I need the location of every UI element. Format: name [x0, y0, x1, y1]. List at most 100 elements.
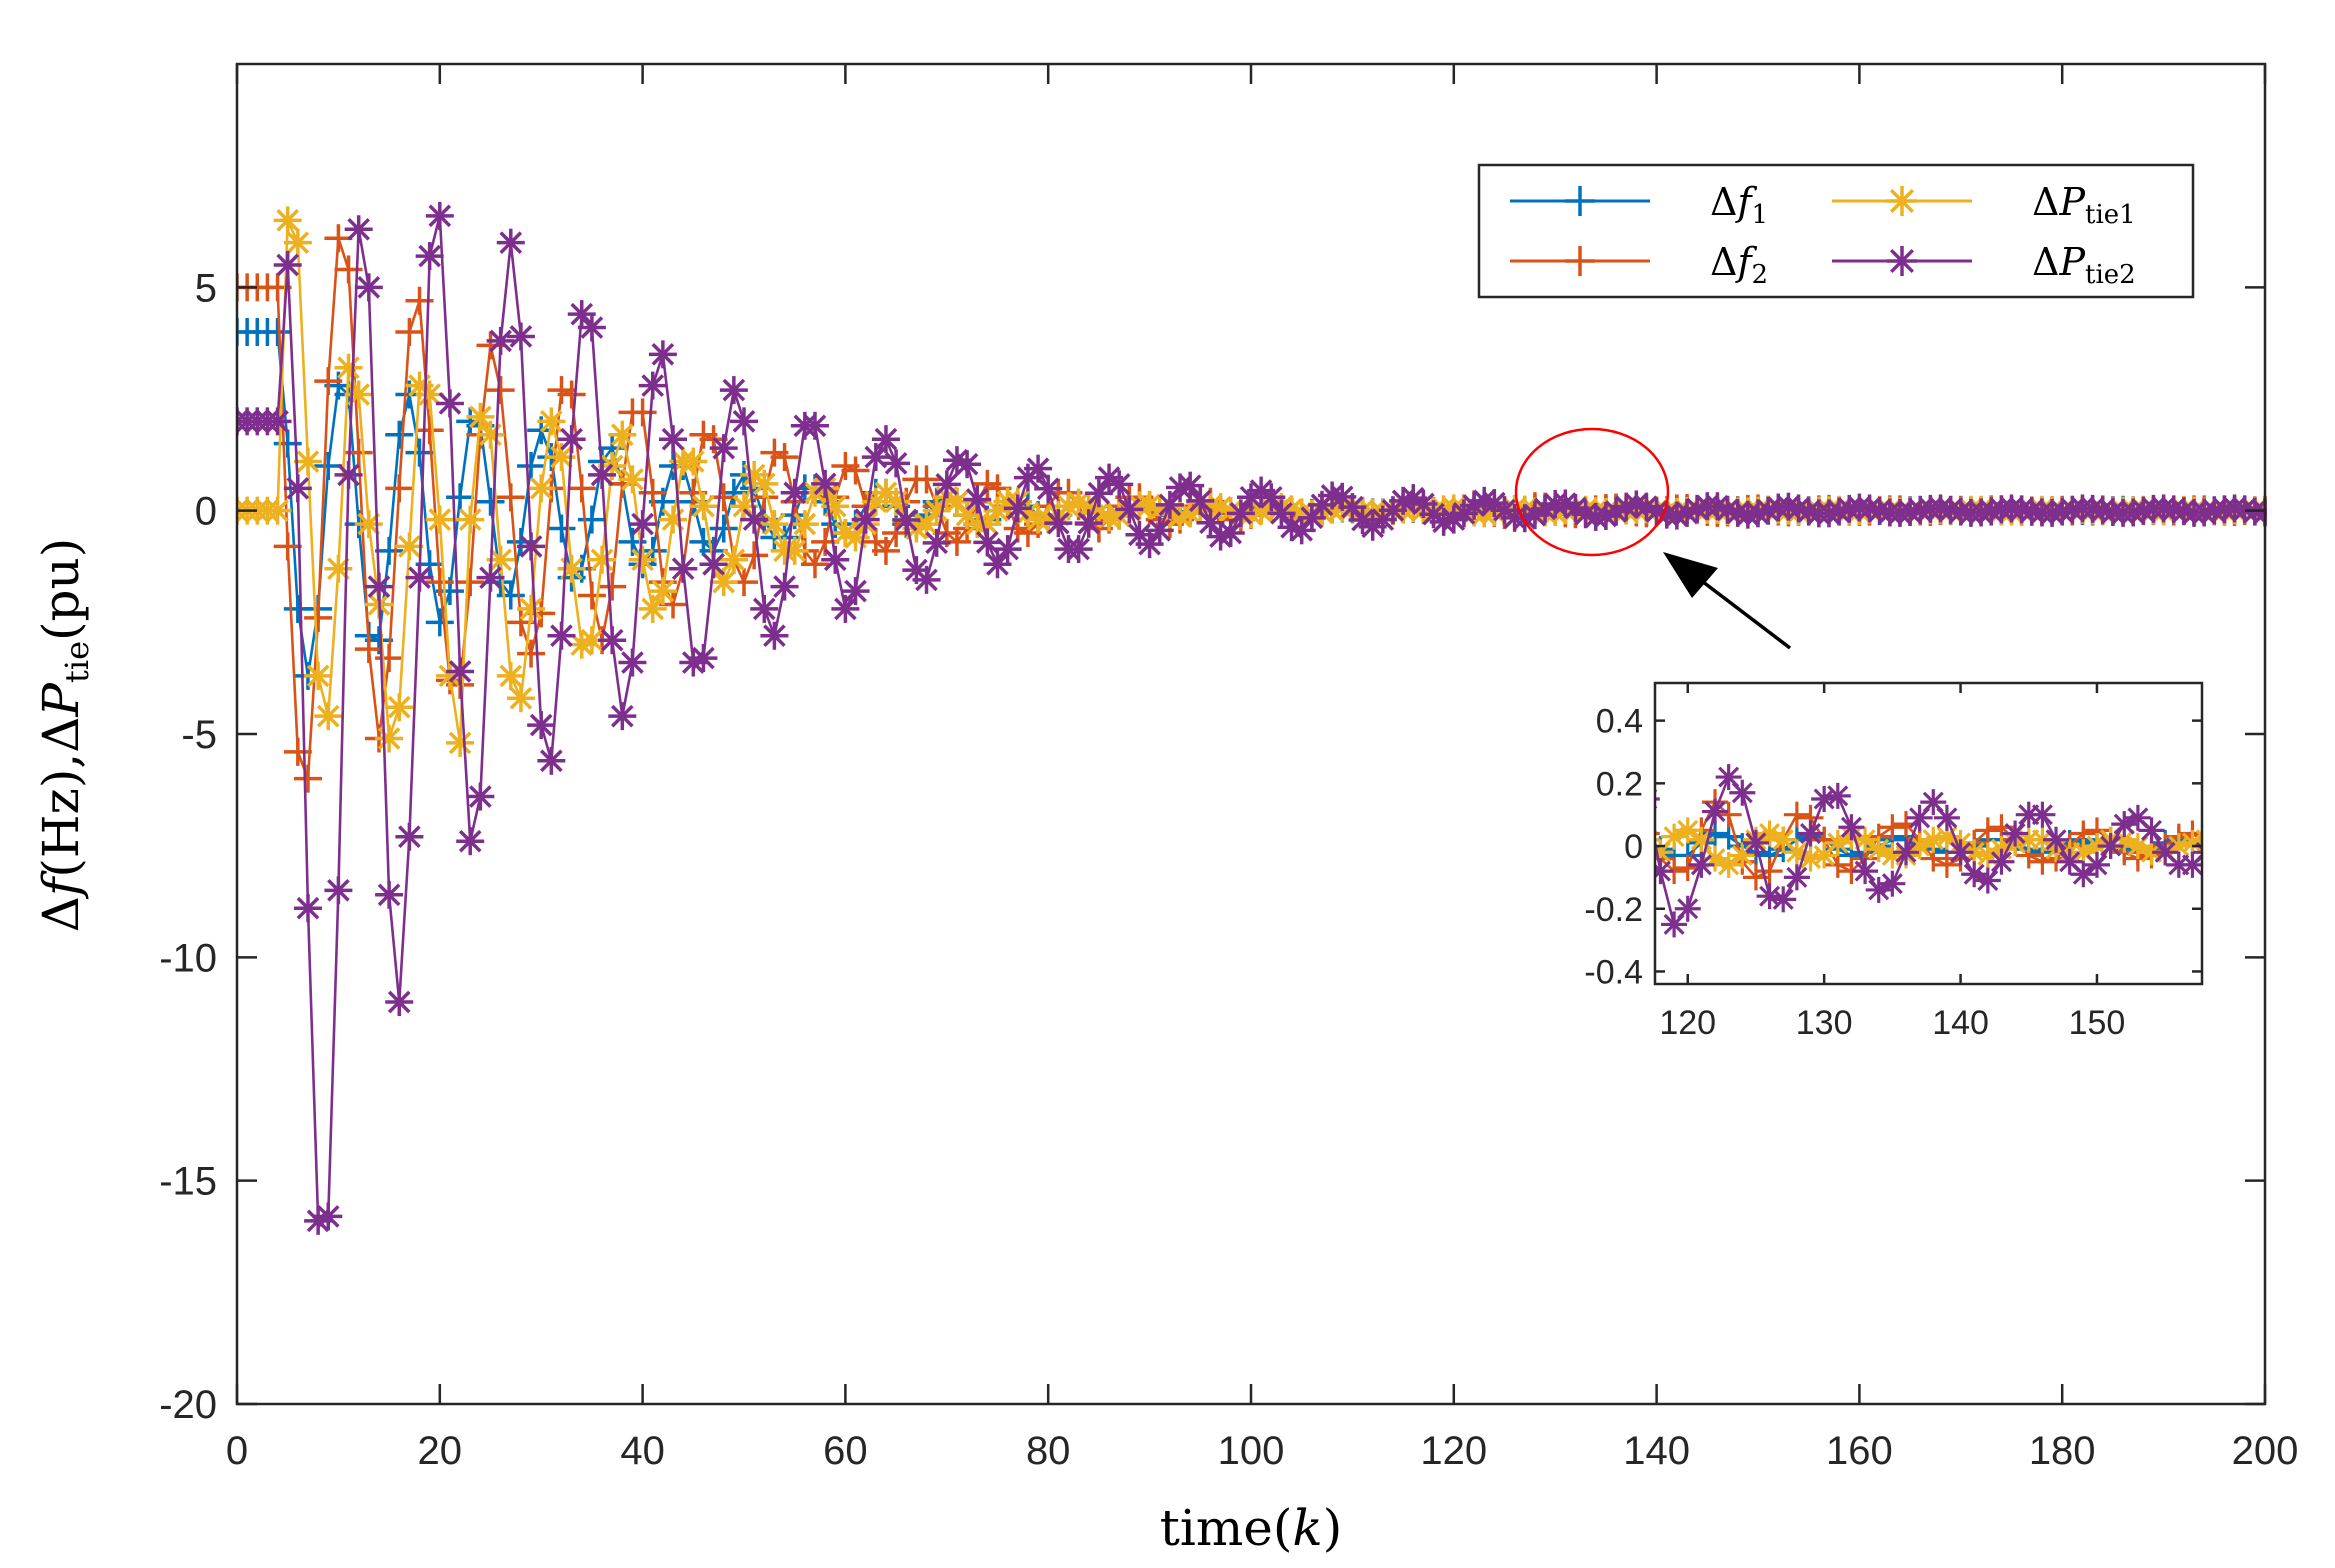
x-tick-label: 0	[226, 1429, 248, 1473]
data-point-tie1	[385, 693, 414, 722]
data-point-1	[385, 420, 414, 449]
data-point-tie2	[1115, 495, 1144, 524]
legend-label: ΔPtie1	[2032, 180, 2136, 230]
marker-stroke	[296, 450, 320, 473]
data-point-tie2	[517, 532, 546, 561]
marker-stroke	[357, 276, 381, 299]
data-point-tie2	[527, 711, 556, 740]
marker-stroke	[1677, 898, 1699, 920]
data-point-tie2	[1003, 494, 1032, 523]
marker-stroke	[580, 316, 604, 339]
marker-stroke	[540, 749, 563, 773]
marker-stroke	[1351, 508, 1374, 532]
marker-stroke	[1016, 501, 1040, 525]
marker-stroke	[1786, 841, 1808, 863]
y-tick-label: -15	[159, 1160, 217, 1204]
inset-y-tick-label: -0.2	[1584, 891, 1643, 929]
data-point-tie1	[689, 492, 718, 521]
marker-stroke	[1036, 477, 1060, 501]
data-point-tie1	[496, 661, 525, 690]
data-point-tie2	[2124, 804, 2151, 831]
marker-stroke	[763, 512, 786, 536]
data-point-2	[395, 318, 424, 346]
marker-stroke	[1564, 496, 1587, 520]
y-axis-label: Δf(Hz),ΔPtie(pu)	[32, 538, 96, 933]
marker-stroke	[1827, 785, 1849, 807]
data-point-tie2	[577, 313, 606, 342]
data-point-tie1	[456, 505, 485, 534]
marker-stroke	[1797, 500, 1821, 523]
marker-stroke	[570, 302, 594, 326]
data-point-tie1	[588, 545, 617, 574]
data-point-tie2	[2048, 497, 2077, 526]
marker-stroke	[732, 494, 756, 518]
marker-stroke	[1249, 479, 1273, 502]
data-point-1	[263, 318, 292, 346]
marker-stroke	[1895, 841, 1917, 863]
marker-stroke	[1800, 848, 1821, 870]
data-point-2	[800, 550, 829, 579]
marker-stroke	[600, 628, 624, 652]
marker-stroke	[1655, 860, 1671, 879]
data-point-tie2	[1797, 820, 1824, 847]
data-point-tie2	[1702, 798, 1729, 825]
marker-stroke	[611, 704, 634, 728]
data-point-2	[841, 456, 870, 485]
marker-stroke	[418, 383, 441, 406]
data-point-tie2	[1770, 886, 1797, 913]
data-point-tie1	[679, 447, 708, 476]
data-point-tie2	[1974, 867, 2001, 894]
marker-stroke	[469, 785, 492, 808]
data-point-tie2	[547, 621, 576, 650]
marker-stroke	[1936, 807, 1958, 829]
marker-stroke	[864, 445, 888, 469]
data-point-2	[496, 483, 525, 512]
marker-stroke	[732, 410, 756, 433]
data-point-tie1	[780, 536, 809, 565]
legend-marker	[1887, 246, 1917, 276]
data-point-tie2	[496, 228, 525, 257]
main-axis-ticks: 0 20 40 60 80 100 120 140 160 180 200 -20 -15 -10 -5 0 5	[159, 64, 2298, 1473]
marker-stroke	[1645, 500, 1668, 523]
marker-stroke	[1854, 829, 1876, 851]
marker-stroke	[1939, 498, 1962, 522]
marker-stroke	[1229, 502, 1253, 525]
marker-stroke	[1922, 829, 1944, 851]
marker-stroke	[844, 526, 867, 549]
marker-stroke	[377, 727, 401, 750]
marker-stroke	[590, 463, 614, 487]
arrow	[1663, 552, 1792, 650]
marker-stroke	[641, 374, 665, 397]
x-tick-label: 100	[1218, 1429, 1285, 1473]
marker-stroke	[915, 512, 938, 536]
marker-stroke	[266, 410, 289, 433]
data-point-2	[425, 568, 454, 597]
marker-stroke	[1787, 497, 1810, 520]
data-point-tie2	[2029, 801, 2056, 828]
marker-stroke	[560, 427, 583, 451]
data-point-tie2	[871, 425, 900, 454]
data-point-2	[1824, 851, 1851, 878]
data-point-tie1	[618, 465, 647, 494]
marker-stroke	[1677, 819, 1699, 841]
data-point-tie1	[750, 469, 779, 498]
marker-stroke	[550, 624, 573, 648]
marker-stroke	[803, 414, 827, 438]
data-point-tie2	[1216, 519, 1245, 547]
y-tick-label: 5	[195, 266, 217, 310]
data-point-tie2	[750, 594, 779, 623]
marker-stroke	[722, 378, 746, 402]
legend-item-tie1: ΔPtie1	[1832, 180, 2136, 230]
data-point-tie1	[537, 407, 566, 436]
marker-stroke	[499, 664, 523, 688]
marker-stroke	[2127, 807, 2149, 829]
x-tick-label: 120	[1420, 1429, 1487, 1473]
marker-stroke	[854, 508, 877, 531]
data-point-tie2	[1783, 864, 1810, 891]
data-point-tie2	[760, 621, 789, 650]
data-point-tie2	[618, 648, 647, 677]
data-point-tie1	[557, 554, 586, 583]
inset-x-tick-label: 140	[1932, 1004, 1989, 1042]
data-point-tie2	[385, 988, 414, 1016]
marker-stroke	[641, 597, 665, 621]
